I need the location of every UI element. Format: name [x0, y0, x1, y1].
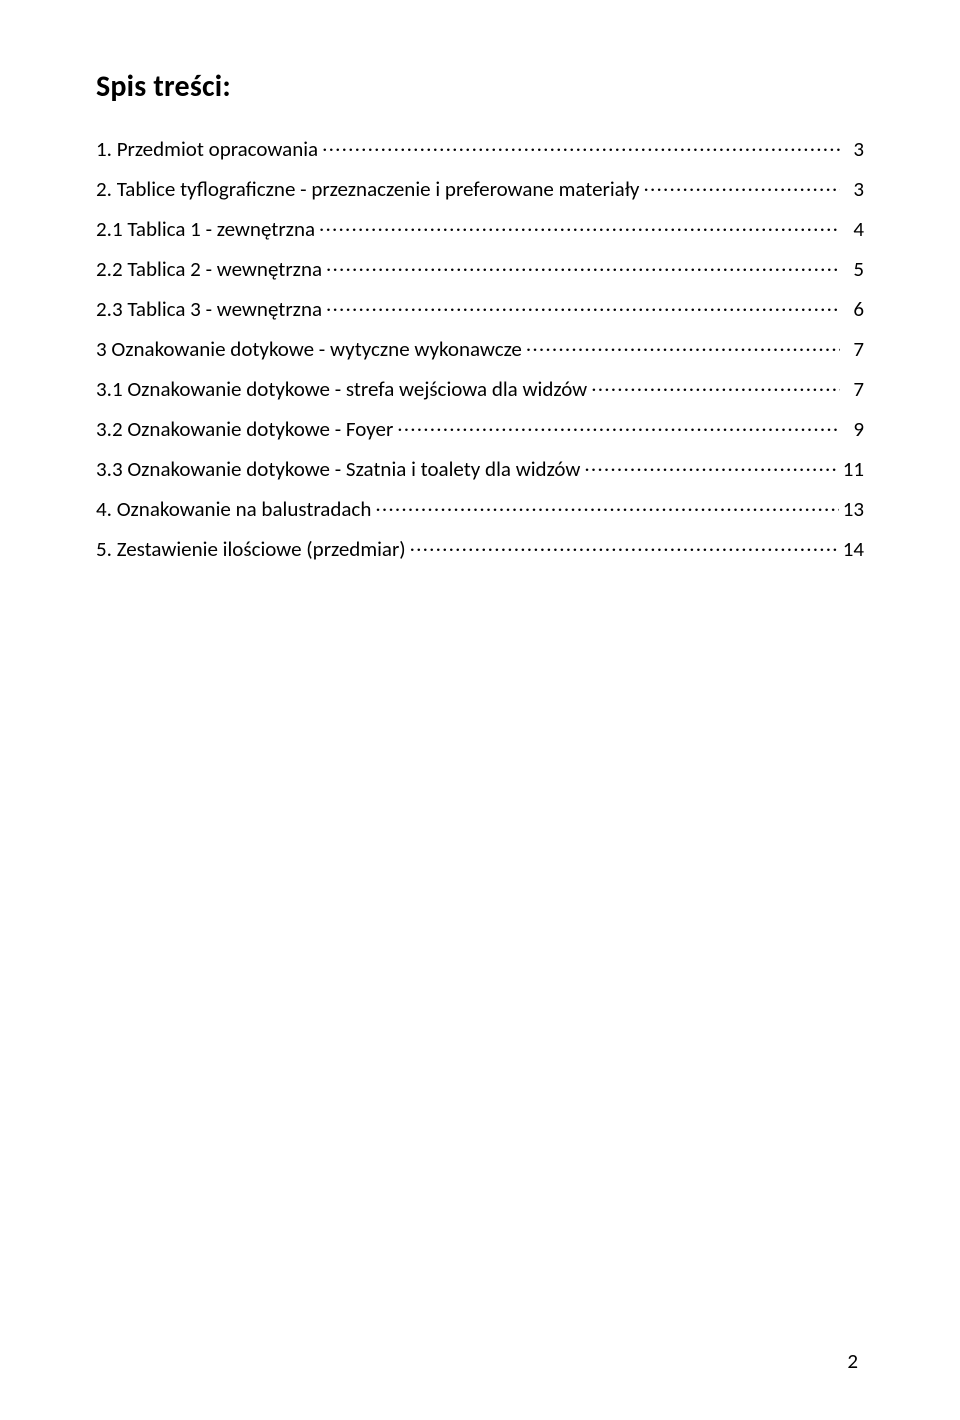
- toc-entry: 1. Przedmiot opracowania 3: [96, 135, 864, 162]
- toc-entry-label: 4. Oznakowanie na balustradach: [96, 496, 371, 522]
- toc-entry-page: 3: [844, 136, 864, 162]
- toc-leader: [326, 255, 840, 276]
- toc-entry-page: 13: [843, 496, 864, 522]
- toc-entry: 2.2 Tablica 2 - wewnętrzna 5: [96, 255, 864, 282]
- toc-entry-page: 7: [844, 376, 864, 402]
- toc-entry-label: 2.2 Tablica 2 - wewnętrzna: [96, 256, 322, 282]
- toc-entry-page: 4: [844, 216, 864, 242]
- toc-entry-label: 3 Oznakowanie dotykowe - wytyczne wykona…: [96, 336, 522, 362]
- toc-leader: [643, 175, 840, 196]
- toc-leader: [410, 535, 839, 556]
- toc-entry: 3.3 Oznakowanie dotykowe - Szatnia i toa…: [96, 455, 864, 482]
- toc-entry-label: 3.3 Oznakowanie dotykowe - Szatnia i toa…: [96, 456, 580, 482]
- toc-leader: [397, 415, 840, 436]
- toc-entry-label: 1. Przedmiot opracowania: [96, 136, 318, 162]
- toc-title: Spis treści:: [96, 68, 864, 105]
- toc-entry: 5. Zestawienie ilościowe (przedmiar) 14: [96, 535, 864, 562]
- toc-entry-label: 2.3 Tablica 3 - wewnętrzna: [96, 296, 322, 322]
- toc-entry-page: 9: [844, 416, 864, 442]
- toc-entry: 3.1 Oznakowanie dotykowe - strefa wejści…: [96, 375, 864, 402]
- toc-leader: [375, 495, 838, 516]
- toc-leader: [591, 375, 840, 396]
- toc-entry: 2.3 Tablica 3 - wewnętrzna 6: [96, 295, 864, 322]
- toc-leader: [526, 335, 840, 356]
- toc-entry-page: 14: [843, 536, 864, 562]
- toc-leader: [584, 455, 838, 476]
- toc-entry: 3 Oznakowanie dotykowe - wytyczne wykona…: [96, 335, 864, 362]
- toc-entry-label: 2.1 Tablica 1 - zewnętrzna: [96, 216, 315, 242]
- toc-entry-page: 3: [844, 176, 864, 202]
- toc-leader: [322, 135, 840, 156]
- toc-entry: 2.1 Tablica 1 - zewnętrzna 4: [96, 215, 864, 242]
- toc-entry-page: 11: [843, 456, 864, 482]
- page-number: 2: [847, 1348, 858, 1374]
- toc-entry: 4. Oznakowanie na balustradach 13: [96, 495, 864, 522]
- toc-entry: 2. Tablice tyflograficzne - przeznaczeni…: [96, 175, 864, 202]
- toc-list: 1. Przedmiot opracowania 3 2. Tablice ty…: [96, 135, 864, 562]
- toc-entry-page: 5: [844, 256, 864, 282]
- toc-entry-label: 5. Zestawienie ilościowe (przedmiar): [96, 536, 406, 562]
- toc-leader: [326, 295, 840, 316]
- toc-entry-label: 2. Tablice tyflograficzne - przeznaczeni…: [96, 176, 639, 202]
- toc-entry-page: 6: [844, 296, 864, 322]
- toc-entry: 3.2 Oznakowanie dotykowe - Foyer 9: [96, 415, 864, 442]
- document-page: Spis treści: 1. Przedmiot opracowania 3 …: [0, 0, 960, 1420]
- toc-entry-label: 3.1 Oznakowanie dotykowe - strefa wejści…: [96, 376, 587, 402]
- toc-entry-page: 7: [844, 336, 864, 362]
- toc-entry-label: 3.2 Oznakowanie dotykowe - Foyer: [96, 416, 393, 442]
- toc-leader: [319, 215, 840, 236]
